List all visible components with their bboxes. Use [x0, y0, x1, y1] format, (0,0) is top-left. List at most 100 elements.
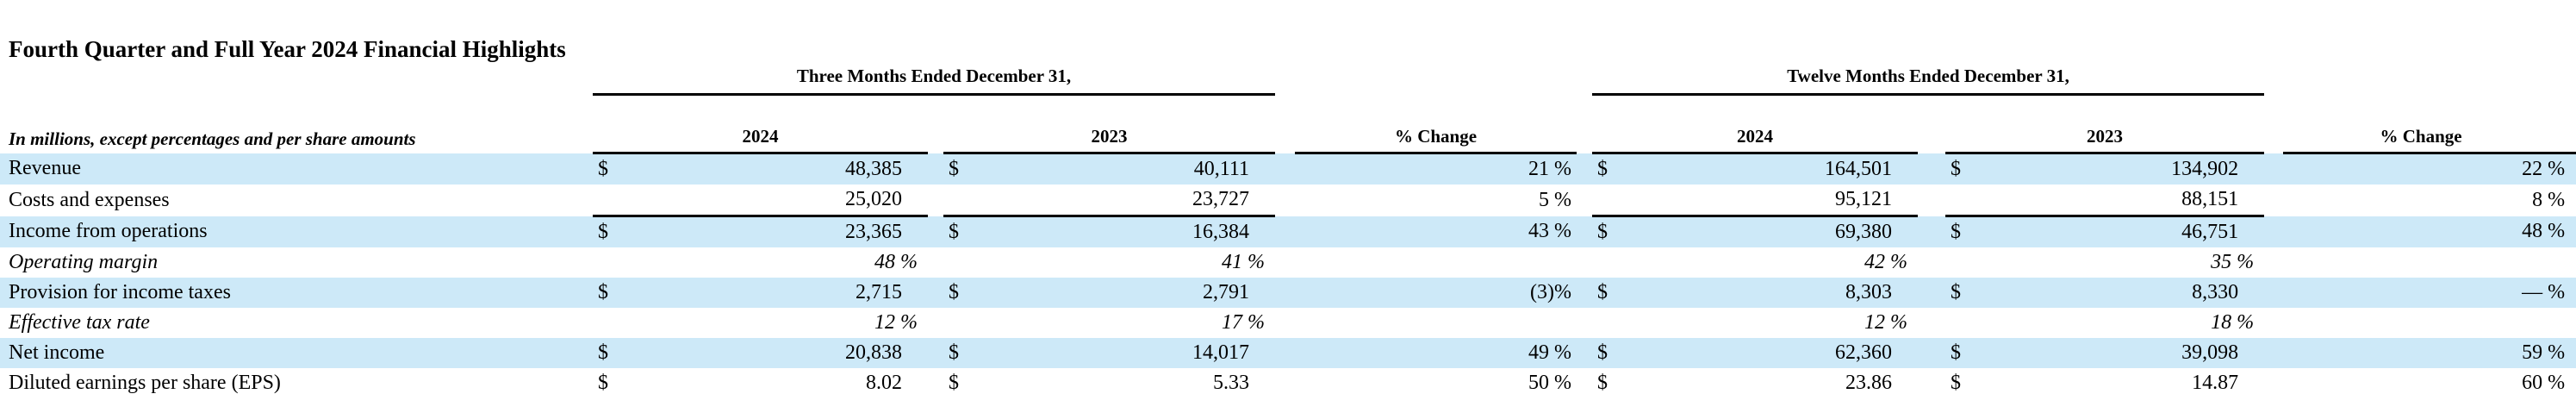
column-gap [1918, 184, 1945, 216]
pct-change-cell: 43 % [1528, 220, 1572, 243]
value-cell: 2,791 [1203, 281, 1250, 303]
row-label: Net income [9, 341, 105, 364]
value-cell: 12 % [874, 311, 918, 334]
column-gap [1275, 0, 1295, 95]
column-gap [2264, 278, 2283, 308]
column-gap [1275, 308, 1295, 338]
year-header-2023-q: 2023 [943, 94, 1276, 154]
dollar-sign: $ [1951, 158, 1962, 180]
pct-change-cell: 49 % [1528, 341, 1572, 364]
column-gap [1577, 216, 1592, 248]
column-gap [2264, 338, 2283, 368]
value-cell: 20,838 [845, 341, 902, 364]
row-label: Revenue [9, 157, 81, 180]
column-gap [2264, 0, 2283, 95]
column-gap [1577, 338, 1592, 368]
value-cell: 12 % [1864, 311, 1908, 334]
pct-change-cell: 59 % [2522, 341, 2566, 364]
pct-change-cell: 5 % [1539, 188, 1572, 211]
value-cell: 5.33 [1213, 372, 1250, 394]
dollar-sign: $ [949, 281, 959, 303]
column-gap [1918, 338, 1945, 368]
dollar-sign [1592, 308, 1628, 338]
column-gap [1577, 368, 1592, 398]
column-gap [1275, 95, 1295, 153]
value-cell: 25,020 [629, 184, 928, 217]
dollar-sign [943, 184, 978, 217]
value-cell: 8,303 [1845, 281, 1893, 303]
row-label: Diluted earnings per share (EPS) [9, 372, 281, 394]
column-gap [928, 278, 943, 308]
year-header-2024-y: 2024 [1592, 94, 1919, 154]
pct-change-spacer [2283, 0, 2576, 95]
column-header-row: In millions, except percentages and per … [0, 94, 2576, 154]
value-cell: 18 % [2211, 311, 2255, 334]
dollar-sign: $ [1951, 281, 1962, 303]
dollar-sign: $ [1597, 158, 1608, 180]
pct-change-cell: — % [2522, 281, 2566, 303]
row-label: Income from operations [9, 220, 208, 243]
table-row-costs-and-expenses: Costs and expenses 25,020 23,727 5 % 95,… [0, 184, 2576, 217]
column-gap [1275, 278, 1295, 308]
dollar-sign: $ [1597, 341, 1608, 364]
value-cell: 8,330 [2192, 281, 2239, 303]
table-row-revenue: Revenue $ 48,385 $ 40,111 21 % $ 164,501… [0, 153, 2576, 185]
column-gap [2264, 216, 2283, 248]
value-cell: 40,111 [1193, 158, 1250, 180]
column-gap [1275, 338, 1295, 368]
column-gap [2264, 247, 2283, 278]
dollar-sign: $ [1951, 221, 1962, 243]
column-gap [928, 338, 943, 368]
column-gap [928, 95, 943, 153]
pct-change-cell: 50 % [1528, 372, 1572, 394]
financial-highlights-table: Three Months Ended December 31, Twelve M… [0, 0, 2576, 398]
dollar-sign: $ [598, 372, 608, 394]
column-gap [1275, 247, 1295, 278]
pct-change-cell [2283, 308, 2576, 338]
table-row-diluted-eps: Diluted earnings per share (EPS) $ 8.02 … [0, 368, 2576, 398]
dollar-sign [1592, 184, 1629, 217]
value-cell: 14,017 [1192, 341, 1250, 364]
pct-change-header-y: % Change [2283, 94, 2576, 154]
column-gap [928, 308, 943, 338]
table-row-provision-for-income-taxes: Provision for income taxes $ 2,715 $ 2,7… [0, 278, 2576, 308]
column-gap [1918, 247, 1945, 278]
value-cell: 23,727 [978, 184, 1276, 217]
column-gap [1275, 184, 1295, 216]
group-header-three-months: Three Months Ended December 31, [593, 0, 1276, 96]
label-column-spacer [0, 0, 593, 95]
dollar-sign: $ [1951, 341, 1962, 364]
column-gap [1275, 216, 1295, 248]
value-cell: 88,151 [1982, 184, 2265, 217]
column-gap [1577, 247, 1592, 278]
value-cell: 164,501 [1825, 158, 1893, 180]
dollar-sign [1592, 247, 1628, 278]
value-cell: 14.87 [2192, 372, 2239, 394]
pct-change-cell: 60 % [2522, 372, 2566, 394]
value-cell: 48,385 [845, 158, 902, 180]
pct-change-cell: 8 % [2532, 188, 2566, 211]
column-gap [1577, 308, 1592, 338]
column-gap [928, 216, 943, 248]
group-header-row: Three Months Ended December 31, Twelve M… [0, 0, 2576, 96]
pct-change-cell: (3)% [1530, 281, 1572, 303]
value-cell: 95,121 [1628, 184, 1919, 217]
dollar-sign: $ [598, 281, 608, 303]
pct-change-cell: 21 % [1528, 158, 1572, 180]
dollar-sign: $ [949, 372, 959, 394]
dollar-sign [943, 308, 978, 338]
dollar-sign: $ [949, 221, 959, 243]
dollar-sign [593, 308, 629, 338]
dollar-sign [593, 247, 629, 278]
value-cell: 62,360 [1835, 341, 1893, 364]
column-gap [1918, 368, 1945, 398]
column-gap [928, 184, 943, 216]
column-gap [1577, 0, 1592, 95]
column-gap [1918, 308, 1945, 338]
column-gap [1918, 153, 1945, 185]
value-cell: 16,384 [1192, 221, 1250, 243]
value-cell: 8.02 [866, 372, 902, 394]
dollar-sign: $ [1597, 281, 1608, 303]
value-cell: 46,751 [2181, 221, 2239, 243]
